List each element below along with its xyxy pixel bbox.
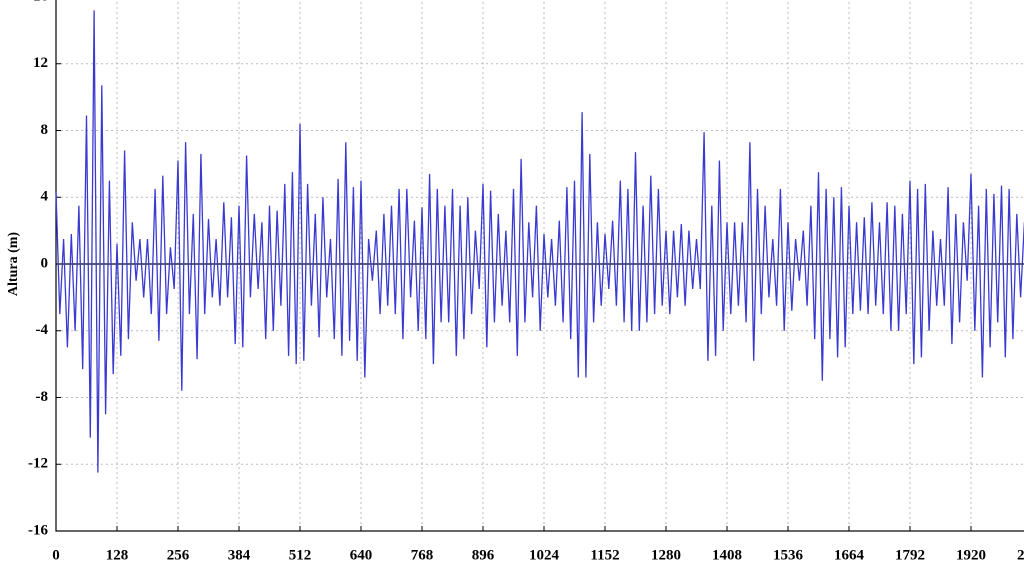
x-tick-label: 1152	[590, 547, 619, 563]
x-tick-label: 768	[411, 547, 434, 563]
x-tick-label: 0	[52, 547, 60, 563]
y-tick-label: -16	[28, 522, 48, 538]
y-tick-label: -12	[28, 456, 48, 472]
x-tick-label: 256	[167, 547, 190, 563]
x-tick-label: 640	[350, 547, 373, 563]
x-tick-label: 1792	[895, 547, 925, 563]
x-tick-label: 2048	[1017, 547, 1024, 563]
y-tick-label: 0	[41, 255, 49, 271]
y-tick-label: -4	[36, 322, 49, 338]
y-tick-label: 12	[33, 55, 48, 71]
x-tick-label: 128	[106, 547, 129, 563]
x-tick-label: 1280	[651, 547, 681, 563]
y-tick-label: 16	[33, 0, 49, 4]
x-tick-label: 512	[289, 547, 312, 563]
x-tick-label: 1024	[529, 547, 560, 563]
y-tick-label: 8	[41, 122, 49, 138]
plot-frame	[55, 0, 1024, 532]
x-tick-label: 1536	[773, 547, 804, 563]
y-tick-label: -8	[36, 389, 49, 405]
x-tick-label: 1664	[834, 547, 865, 563]
x-tick-label: 1920	[956, 547, 986, 563]
x-tick-label: 384	[228, 547, 251, 563]
x-tick-label: 896	[472, 547, 495, 563]
y-axis-label: Altura (m)	[6, 232, 21, 296]
y-tick-label: 4	[41, 189, 49, 205]
x-tick-label: 1408	[712, 547, 742, 563]
wave-line	[55, 10, 1024, 473]
